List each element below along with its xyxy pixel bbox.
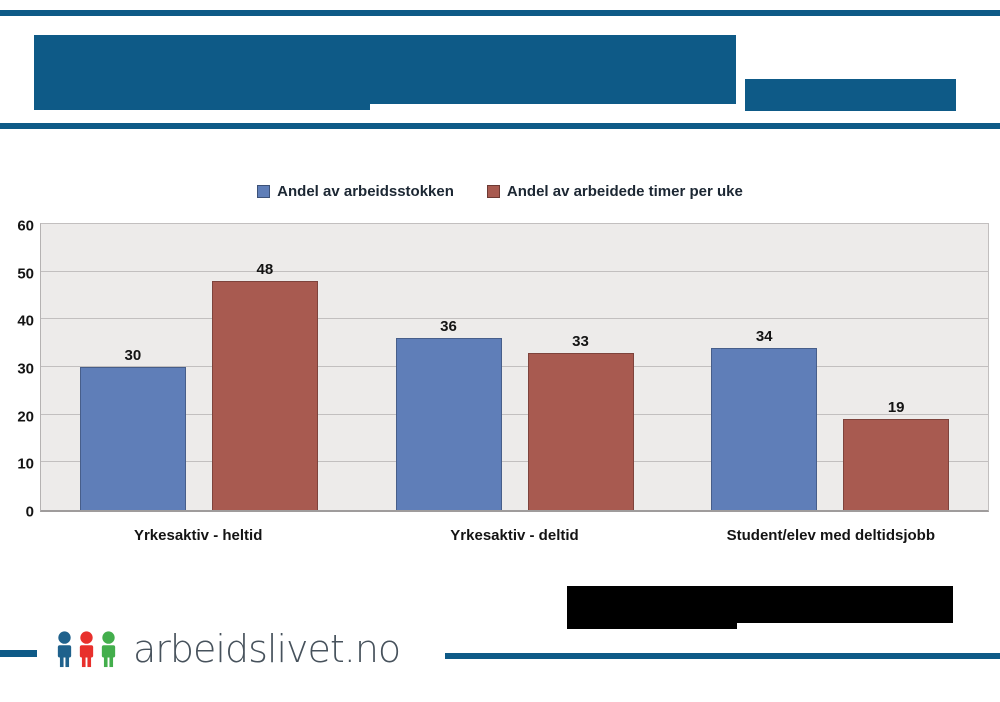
value-label: 30 xyxy=(124,347,142,364)
bar xyxy=(79,367,186,510)
gridline xyxy=(41,318,988,320)
legend-item: Andel av arbeidede timer per uke xyxy=(486,183,743,200)
category-label: Student/elev med deltidsjobb xyxy=(726,527,935,544)
y-tick-label: 50 xyxy=(17,265,34,283)
redacted-header-box xyxy=(745,79,956,111)
bar xyxy=(395,338,502,510)
bar xyxy=(711,347,818,510)
footer-rule xyxy=(445,653,1000,659)
header-bottom-rule xyxy=(0,123,1000,129)
y-tick-label: 10 xyxy=(17,455,34,473)
person-icon-red xyxy=(79,631,94,668)
y-tick-label: 30 xyxy=(17,360,34,378)
bar-with-label: 19 xyxy=(843,399,950,510)
plot-area: 30 48 36 33 34 19 xyxy=(40,223,989,512)
category-label: Yrkesaktiv - heltid xyxy=(133,527,263,544)
value-label: 33 xyxy=(572,332,589,350)
legend-label: Andel av arbeidsstokken xyxy=(277,183,454,200)
person-icon-blue xyxy=(57,631,72,668)
person-icon-green xyxy=(101,631,116,668)
redacted-source-box xyxy=(567,586,953,623)
value-label: 48 xyxy=(256,261,274,279)
site-logo: arbeidslivet.no xyxy=(55,627,401,671)
redacted-title-line2 xyxy=(34,104,370,110)
chart-legend: Andel av arbeidsstokken Andel av arbeided… xyxy=(0,183,1000,200)
bar-with-label: 30 xyxy=(79,347,186,510)
bar-group: 34 19 xyxy=(672,224,988,510)
gridline xyxy=(41,366,988,367)
legend-item: Andel av arbeidsstokken xyxy=(257,183,454,200)
y-tick-label: 60 xyxy=(17,217,34,235)
header-top-rule xyxy=(0,10,1000,16)
gridline xyxy=(41,461,988,463)
logo-text: arbeidslivet.no xyxy=(133,627,401,671)
redacted-title-block xyxy=(34,35,736,104)
bar-with-label: 34 xyxy=(711,327,818,510)
category-axis: Yrkesaktiv - heltid Yrkesaktiv - deltid St… xyxy=(40,527,989,544)
y-tick-label: 40 xyxy=(17,312,34,330)
legend-swatch-icon xyxy=(257,185,271,198)
legend-label: Andel av arbeidede timer per uke xyxy=(506,183,743,200)
bar-group: 30 48 xyxy=(41,224,357,510)
category-label: Yrkesaktiv - deltid xyxy=(450,527,579,544)
bar-group: 36 33 xyxy=(357,224,673,510)
value-label: 34 xyxy=(755,327,773,345)
y-tick-label: 20 xyxy=(17,408,34,426)
bar xyxy=(527,352,634,510)
legend-swatch-icon xyxy=(486,185,500,198)
value-label: 19 xyxy=(887,399,905,417)
redacted-source-line2 xyxy=(567,623,737,629)
y-tick-label: 0 xyxy=(25,503,34,521)
bar-with-label: 33 xyxy=(527,332,634,510)
bar xyxy=(843,419,950,510)
gridline xyxy=(41,413,988,415)
gridline xyxy=(41,270,988,272)
value-label: 36 xyxy=(440,318,457,336)
people-icon xyxy=(55,630,118,668)
bar-with-label: 48 xyxy=(211,261,318,510)
bar-with-label: 36 xyxy=(395,318,502,510)
y-axis: 0 10 20 30 40 50 60 xyxy=(0,219,34,520)
bar xyxy=(211,281,318,510)
bars-row: 30 48 36 33 34 19 xyxy=(41,224,988,510)
footer-rule-left-dash xyxy=(0,650,37,657)
